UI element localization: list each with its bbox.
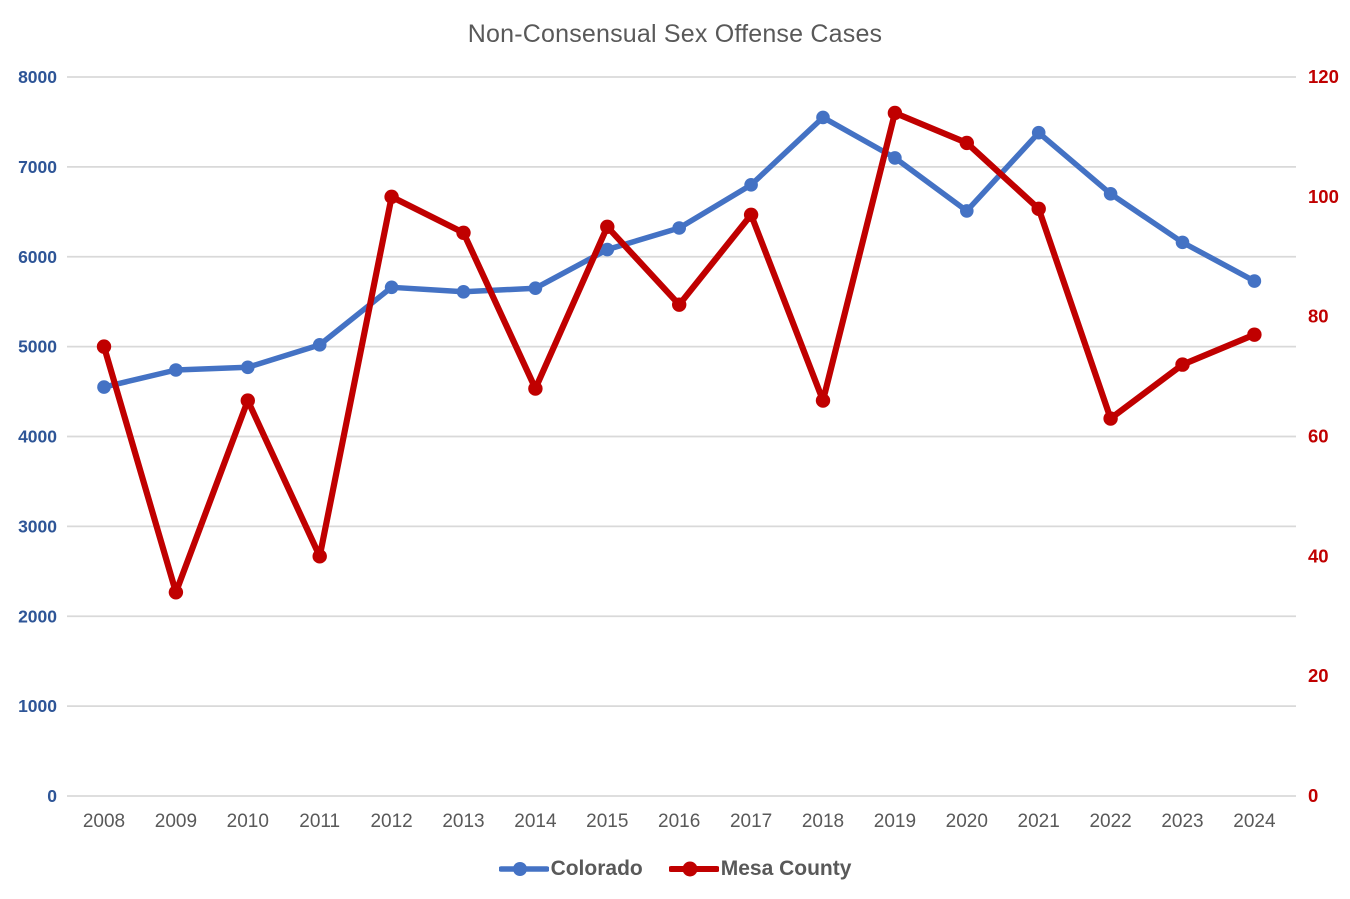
data-point-colorado [384, 280, 399, 295]
x-axis-tick-label: 2015 [586, 811, 628, 832]
x-axis-tick-label: 2018 [802, 811, 844, 832]
left-axis-tick-label: 1000 [18, 696, 57, 716]
right-axis-tick-label: 60 [1308, 426, 1329, 447]
data-point-colorado [744, 178, 758, 192]
series-line-mesa-county [100, 109, 1258, 596]
left-axis-tick-label: 7000 [18, 157, 57, 177]
data-point-colorado [816, 110, 830, 125]
data-point-colorado [312, 338, 327, 352]
right-axis-tick-label: 100 [1308, 186, 1339, 207]
left-axis-tick-label: 2000 [18, 606, 57, 626]
data-point-mesa-county [959, 135, 974, 151]
data-point-colorado [1175, 235, 1190, 250]
x-axis-tick-label: 2022 [1089, 811, 1131, 832]
x-axis-tick-label: 2010 [227, 811, 269, 832]
right-axis-tick-label: 40 [1308, 545, 1329, 566]
legend-marker-mesa-county-icon [668, 861, 719, 877]
data-point-mesa-county [815, 393, 831, 408]
x-axis-tick-label: 2016 [658, 811, 700, 832]
right-axis-tick-label: 120 [1308, 66, 1339, 87]
data-point-mesa-county [1247, 327, 1262, 342]
data-point-mesa-county [1175, 357, 1190, 372]
left-axis-tick-label: 0 [47, 786, 57, 806]
legend-label-mesa-county: Mesa County [720, 857, 852, 880]
data-point-mesa-county [600, 219, 615, 234]
data-point-colorado [1031, 125, 1046, 140]
data-point-colorado [169, 363, 183, 377]
data-point-mesa-county [528, 381, 543, 396]
right-axis-tick-label: 80 [1308, 306, 1329, 327]
line-chart-plot: 0 1000 2000 3000 4000 5000 6000 7000 8000 0 20 40 60… [18, 66, 1339, 832]
data-point-mesa-county [743, 207, 759, 223]
data-point-colorado [600, 242, 615, 257]
data-point-mesa-county [384, 189, 399, 205]
x-axis-tick-label: 2014 [514, 811, 557, 832]
data-point-colorado [672, 221, 686, 235]
chart-title: Non-Consensual Sex Offense Cases [467, 20, 883, 48]
data-point-mesa-county [312, 549, 327, 564]
data-point-mesa-county [96, 339, 112, 354]
legend-item-mesa-county: Mesa County [668, 857, 852, 881]
x-axis-tick-label: 2024 [1233, 811, 1276, 832]
data-point-colorado [241, 360, 255, 375]
x-axis-tick-label: 2011 [299, 811, 340, 832]
data-point-mesa-county [456, 225, 471, 240]
x-axis-tick-label: 2019 [874, 811, 916, 832]
right-axis-tick-label: 20 [1308, 665, 1329, 686]
data-point-colorado [960, 204, 974, 218]
x-axis-tick-label: 2012 [370, 811, 412, 832]
data-point-colorado [456, 285, 471, 299]
data-point-mesa-county [1031, 201, 1046, 217]
left-axis-tick-label: 5000 [18, 337, 57, 357]
left-axis-tick-label: 8000 [18, 67, 57, 87]
x-axis-tick-label: 2009 [155, 811, 197, 832]
left-axis-tick-label: 6000 [18, 247, 57, 267]
x-axis-tick-label: 2013 [442, 811, 484, 832]
data-point-colorado [888, 151, 902, 165]
x-axis-tick-label: 2021 [1018, 811, 1060, 832]
data-point-mesa-county [240, 393, 255, 408]
chart-legend: Colorado Mesa County [0, 857, 1350, 881]
data-point-colorado [1103, 187, 1118, 201]
data-point-mesa-county [1103, 411, 1118, 426]
x-axis-tick-label: 2020 [946, 811, 988, 832]
data-point-colorado [97, 380, 111, 394]
data-point-colorado [1247, 274, 1262, 288]
x-axis-tick-label: 2023 [1161, 811, 1203, 832]
left-axis-tick-label: 3000 [18, 516, 57, 536]
left-axis-tick-label: 4000 [18, 427, 57, 447]
x-axis-tick-label: 2017 [730, 811, 772, 832]
right-axis-tick-label: 0 [1308, 785, 1318, 806]
legend-marker-colorado-icon [498, 862, 549, 876]
data-point-mesa-county [887, 105, 903, 121]
x-axis-tick-label: 2008 [83, 811, 125, 832]
data-point-mesa-county [168, 585, 184, 600]
data-point-colorado [528, 281, 543, 296]
data-point-mesa-county [672, 297, 687, 312]
legend-label-colorado: Colorado [550, 857, 643, 880]
legend-item-colorado: Colorado [498, 857, 643, 881]
